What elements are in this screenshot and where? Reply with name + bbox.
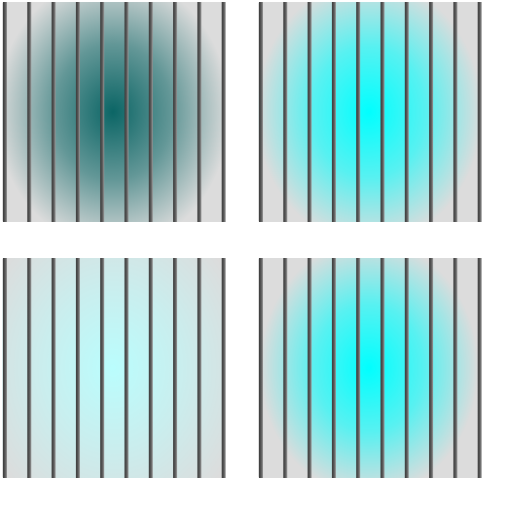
bar — [221, 258, 226, 478]
bar — [197, 2, 202, 222]
bar — [173, 2, 178, 222]
bar — [148, 2, 153, 222]
bar — [477, 258, 482, 478]
bar — [259, 2, 263, 222]
bar — [404, 2, 409, 222]
bar — [453, 258, 458, 478]
bar — [283, 258, 288, 478]
tile — [258, 258, 482, 478]
bar — [51, 258, 56, 478]
bar — [283, 2, 288, 222]
tile-glow — [2, 258, 224, 478]
bar — [331, 2, 336, 222]
bar — [356, 258, 361, 478]
tile — [2, 258, 226, 478]
bar — [259, 258, 263, 478]
bar — [75, 2, 80, 222]
bar — [100, 2, 105, 222]
bar — [27, 258, 32, 478]
bar — [51, 2, 56, 222]
bar — [3, 2, 7, 222]
bar — [3, 258, 7, 478]
bar — [27, 2, 32, 222]
bar — [124, 258, 129, 478]
bar — [404, 258, 409, 478]
bar — [331, 258, 336, 478]
bar — [221, 2, 226, 222]
tile-glow — [258, 258, 480, 478]
bar — [197, 258, 202, 478]
tile-glow — [2, 2, 224, 222]
bar — [307, 258, 312, 478]
bar — [75, 258, 80, 478]
bar — [173, 258, 178, 478]
bar — [453, 2, 458, 222]
tile — [258, 2, 482, 222]
bar — [124, 2, 129, 222]
bar — [429, 2, 434, 222]
bar — [307, 2, 312, 222]
bar — [429, 258, 434, 478]
bar — [380, 2, 385, 222]
bar — [380, 258, 385, 478]
bar — [100, 258, 105, 478]
bar — [356, 2, 361, 222]
bar — [148, 258, 153, 478]
tile — [2, 2, 226, 222]
tile-glow — [258, 2, 480, 222]
bar — [477, 2, 482, 222]
